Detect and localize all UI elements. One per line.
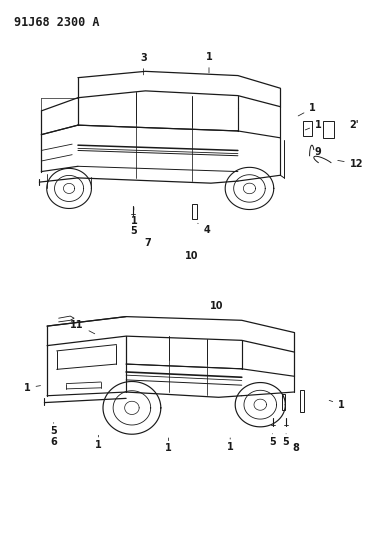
Bar (303, 121, 312, 136)
Bar (323, 121, 334, 139)
Text: 5: 5 (131, 226, 137, 236)
Text: 7: 7 (144, 238, 151, 248)
Text: 9: 9 (315, 147, 322, 157)
Text: 8: 8 (292, 443, 299, 454)
Text: 1: 1 (131, 207, 137, 225)
Text: 91J68 2300 A: 91J68 2300 A (14, 16, 100, 29)
Text: 1: 1 (165, 438, 172, 454)
Text: 3: 3 (140, 53, 147, 75)
Text: 6: 6 (50, 437, 57, 447)
Text: 5: 5 (283, 434, 289, 447)
Text: 10: 10 (210, 301, 223, 311)
Text: 1: 1 (227, 438, 233, 452)
Text: 1: 1 (298, 103, 316, 116)
Bar (192, 204, 197, 219)
Text: 4: 4 (198, 223, 210, 235)
Text: 5: 5 (50, 423, 57, 436)
Text: 1: 1 (305, 119, 322, 130)
Text: 12: 12 (338, 159, 363, 168)
Text: 1: 1 (206, 52, 212, 73)
Text: 10: 10 (185, 251, 198, 261)
Text: 5: 5 (269, 434, 276, 447)
Text: 1: 1 (329, 400, 345, 410)
Bar (282, 394, 285, 410)
Text: 2': 2' (350, 119, 359, 130)
Text: 1: 1 (24, 383, 41, 393)
Text: 1: 1 (95, 435, 102, 450)
Bar (300, 391, 304, 411)
Text: 11: 11 (70, 319, 95, 334)
